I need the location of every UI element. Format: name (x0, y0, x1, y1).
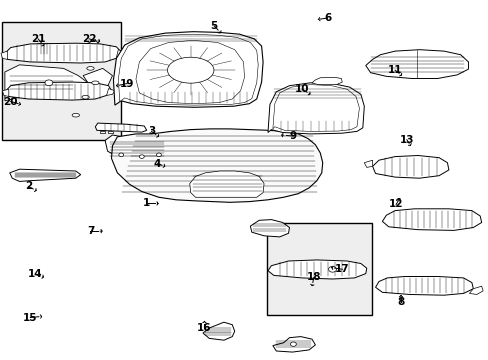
Polygon shape (250, 220, 289, 237)
Ellipse shape (167, 57, 214, 83)
Text: 6: 6 (324, 13, 330, 23)
Circle shape (156, 153, 161, 157)
Polygon shape (95, 123, 146, 132)
Circle shape (328, 266, 336, 272)
Polygon shape (111, 129, 322, 202)
Polygon shape (1, 51, 7, 59)
Text: 5: 5 (210, 21, 217, 31)
Polygon shape (83, 68, 112, 86)
Text: 16: 16 (197, 323, 211, 333)
Text: 11: 11 (387, 65, 402, 75)
Ellipse shape (92, 81, 99, 85)
Polygon shape (272, 85, 359, 131)
Bar (266, 223, 371, 315)
Polygon shape (37, 43, 51, 54)
Polygon shape (189, 171, 264, 197)
Polygon shape (311, 77, 342, 85)
Polygon shape (468, 286, 482, 294)
Polygon shape (267, 260, 366, 279)
Ellipse shape (81, 95, 89, 99)
Text: 20: 20 (3, 96, 18, 107)
Polygon shape (118, 34, 258, 105)
Text: 21: 21 (31, 34, 45, 44)
Polygon shape (2, 89, 9, 96)
Polygon shape (6, 82, 111, 100)
Text: 19: 19 (120, 78, 134, 89)
Text: 4: 4 (153, 159, 161, 169)
Text: 1: 1 (143, 198, 150, 208)
Polygon shape (203, 322, 234, 340)
Text: 12: 12 (388, 199, 403, 210)
Bar (2, 22, 121, 140)
Text: 7: 7 (86, 226, 94, 236)
Polygon shape (79, 40, 100, 58)
Polygon shape (139, 164, 168, 171)
Polygon shape (372, 156, 448, 178)
Polygon shape (365, 50, 468, 78)
Polygon shape (382, 209, 481, 230)
Polygon shape (105, 135, 168, 164)
Polygon shape (107, 131, 113, 133)
Polygon shape (10, 169, 81, 181)
Polygon shape (136, 40, 244, 104)
Ellipse shape (87, 67, 94, 70)
Text: 18: 18 (306, 272, 321, 282)
Text: 17: 17 (334, 264, 349, 274)
Text: 2: 2 (25, 181, 32, 192)
Text: 13: 13 (399, 135, 413, 145)
Polygon shape (267, 83, 364, 134)
Polygon shape (5, 43, 121, 63)
Circle shape (119, 153, 123, 157)
Ellipse shape (72, 113, 79, 117)
Text: 9: 9 (289, 131, 296, 141)
Text: 8: 8 (397, 297, 404, 307)
Circle shape (139, 155, 144, 158)
Polygon shape (100, 131, 105, 133)
Polygon shape (272, 337, 315, 352)
Text: 3: 3 (148, 126, 155, 136)
Text: 22: 22 (81, 34, 96, 44)
Circle shape (45, 80, 53, 86)
Circle shape (290, 342, 296, 346)
Text: 10: 10 (294, 84, 309, 94)
Polygon shape (5, 65, 88, 101)
Text: 14: 14 (28, 269, 42, 279)
Polygon shape (106, 89, 115, 95)
Polygon shape (116, 50, 124, 58)
Polygon shape (364, 160, 372, 167)
Polygon shape (375, 276, 472, 295)
Polygon shape (113, 32, 263, 107)
Text: 15: 15 (23, 312, 38, 323)
